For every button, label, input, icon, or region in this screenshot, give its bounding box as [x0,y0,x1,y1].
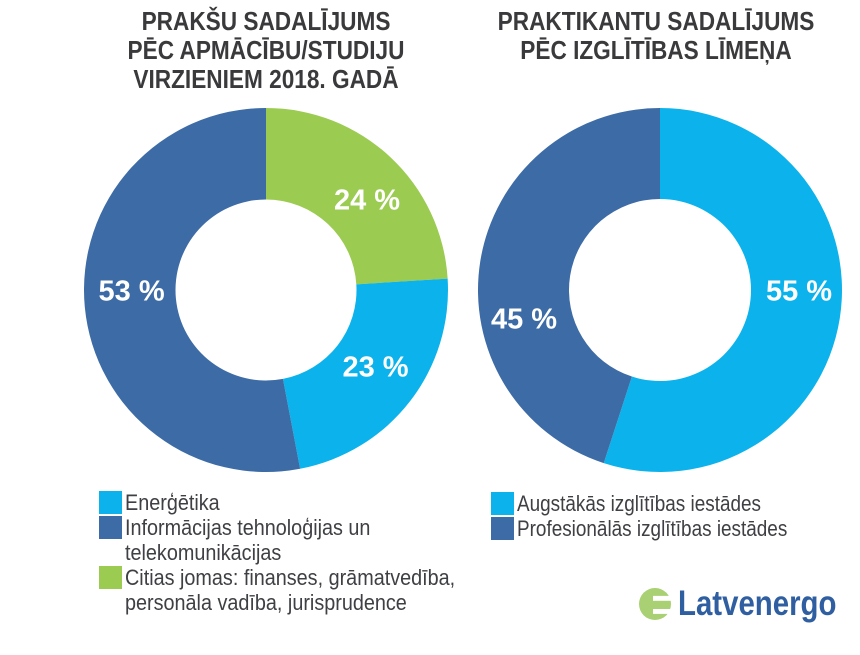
left-legend-label-2: Citias jomas: finanses, grāmatvedība, pe… [125,565,456,615]
left-donut-chart [83,108,448,472]
left-donut-slice-2 [83,108,300,472]
right-legend-swatch-0 [491,492,514,515]
right-legend-label-1: Profesionālās izglītības iestādes [517,516,788,541]
latvenergo-logo: Latvenergo [638,584,860,624]
left-chart-title: PRAKŠU SADALĪJUMS PĒC APMĀCĪBU/STUDIJU V… [127,6,405,94]
right-legend-swatch-1 [491,517,514,540]
left-legend-item-2: Citias jomas: finanses, grāmatvedība, pe… [99,565,492,615]
left-legend-item-1: Informācijas tehnoloģijas un telekomunik… [99,515,492,565]
left-legend-label-1: Informācijas tehnoloģijas un telekomunik… [125,515,371,565]
latvenergo-logo-mark-icon [639,587,677,620]
left-donut-slice-1 [282,278,448,469]
left-slice-label-0: 24 % [333,184,401,217]
left-legend-item-0: Enerģētika [99,490,492,515]
right-slice-label-1: 45 % [490,303,558,336]
right-slice-label-0: 55 % [765,275,833,308]
left-legend-swatch-0 [99,491,122,514]
right-chart-legend: Augstākās izglītības iestādes Profesionāl… [491,491,831,541]
right-donut-slice-0 [603,108,842,473]
right-legend-item-0: Augstākās izglītības iestādes [491,491,831,516]
left-donut-slice-0 [265,108,448,285]
right-legend-item-1: Profesionālās izglītības iestādes [491,516,831,541]
right-donut-chart [478,108,842,473]
right-legend-label-0: Augstākās izglītības iestādes [517,491,761,516]
left-legend-label-0: Enerģētika [125,490,220,515]
left-slice-label-1: 23 % [342,351,409,384]
left-chart-legend: Enerģētika Informācijas tehnoloģijas un t… [99,490,492,615]
left-legend-swatch-2 [99,566,122,589]
left-legend-swatch-1 [99,516,122,539]
right-donut-slice-1 [478,108,660,464]
latvenergo-logo-text: Latvenergo [678,583,837,623]
left-slice-label-2: 53 % [98,275,165,307]
right-chart-title: PRAKTIKANTU SADALĪJUMS PĒC IZGLĪTĪBAS LĪ… [497,6,815,65]
